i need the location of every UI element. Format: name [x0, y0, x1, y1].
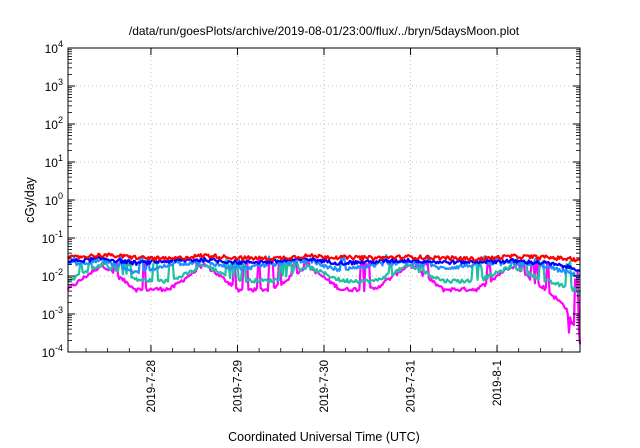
series-layer	[66, 252, 582, 345]
x-tick-label: 2019-8-1	[492, 360, 504, 406]
grid	[68, 48, 580, 352]
x-tick-label: 2019-7-28	[146, 360, 158, 412]
y-tick-label: 103	[45, 77, 63, 94]
series-line-4	[67, 258, 581, 294]
y-axis-ticks: 104 103 102 101 100 10-1 10-2 10-3 10-4	[42, 39, 580, 360]
chart-title: /data/run/goesPlots/archive/2019-08-01/2…	[129, 24, 520, 38]
y-tick-label: 10-2	[42, 267, 63, 284]
series-line-1	[67, 252, 581, 263]
x-tick-label: 2019-7-29	[232, 360, 244, 412]
y-tick-label: 10-3	[42, 305, 63, 322]
series-line-5	[66, 258, 582, 345]
y-tick-label: 10-4	[42, 343, 63, 360]
x-axis-label: Coordinated Universal Time (UTC)	[228, 430, 420, 444]
y-tick-label: 100	[45, 191, 63, 208]
plot-frame	[67, 47, 581, 353]
y-tick-label: 101	[45, 153, 63, 170]
x-tick-label: 2019-7-30	[319, 360, 331, 412]
y-tick-label: 10-1	[42, 229, 63, 246]
y-axis-label: cGy/day	[23, 176, 37, 223]
x-axis-ticks: 2019-7-28 2019-7-29 2019-7-30 2019-7-31 2019…	[85, 48, 563, 412]
y-tick-label: 102	[45, 115, 63, 132]
y-tick-label: 104	[45, 39, 63, 56]
x-tick-label: 2019-7-31	[406, 360, 418, 412]
